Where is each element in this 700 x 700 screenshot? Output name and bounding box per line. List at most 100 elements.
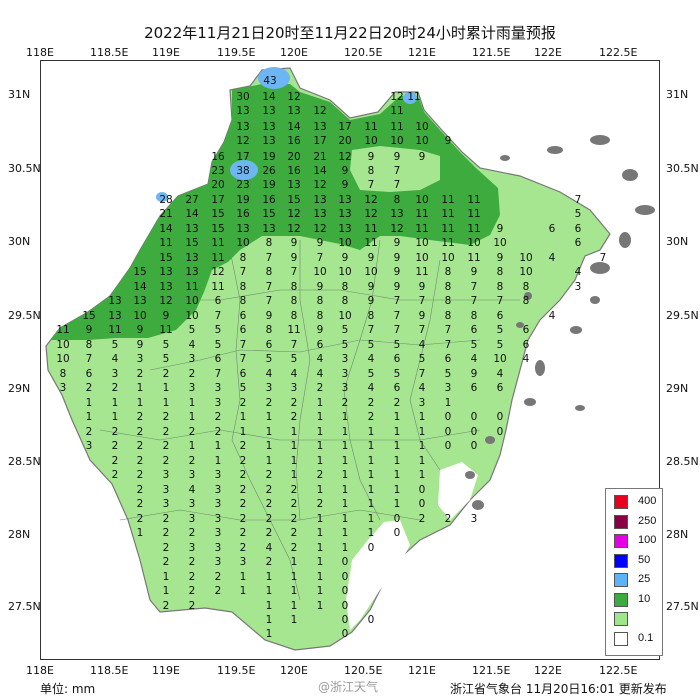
rainfall-value: 6 bbox=[394, 382, 401, 394]
rainfall-value: 13 bbox=[262, 105, 275, 117]
latitude-tick-label: 29N bbox=[666, 382, 689, 395]
rainfall-value: 8 bbox=[317, 295, 324, 307]
rainfall-value: 8 bbox=[291, 310, 298, 322]
rainfall-value: 6 bbox=[575, 223, 582, 235]
rainfall-value: 0 bbox=[445, 411, 452, 423]
rainfall-value: 5 bbox=[291, 353, 298, 365]
rainfall-value: 12 bbox=[287, 208, 300, 220]
rainfall-value: 12 bbox=[236, 135, 249, 147]
rainfall-value: 6 bbox=[215, 353, 222, 365]
rainfall-value: 13 bbox=[108, 310, 121, 322]
rainfall-value: 15 bbox=[262, 208, 275, 220]
legend-item: 100 bbox=[612, 534, 662, 550]
rainfall-value: 1 bbox=[317, 571, 324, 583]
rainfall-value: 1 bbox=[266, 585, 273, 597]
rainfall-value: 7 bbox=[266, 295, 273, 307]
rainfall-value: 2 bbox=[163, 556, 170, 568]
rainfall-value: 9 bbox=[368, 151, 375, 163]
rainfall-value: 5 bbox=[394, 339, 401, 351]
legend-label: 100 bbox=[638, 534, 657, 546]
rainfall-value: 0 bbox=[445, 426, 452, 438]
rainfall-value: 5 bbox=[575, 208, 582, 220]
rainfall-value: 2 bbox=[291, 397, 298, 409]
rainfall-value: 1 bbox=[394, 498, 401, 510]
rainfall-value: 2 bbox=[189, 368, 196, 380]
rainfall-value: 1 bbox=[291, 440, 298, 452]
rainfall-value: 10 bbox=[185, 310, 198, 322]
legend-swatch bbox=[614, 534, 628, 548]
rainfall-value: 1 bbox=[342, 411, 349, 423]
rainfall-value: 3 bbox=[215, 382, 222, 394]
rainfall-value: 2 bbox=[240, 484, 247, 496]
latitude-tick-label: 28.5N bbox=[8, 455, 41, 468]
rainfall-value: 15 bbox=[133, 266, 146, 278]
legend: 400 250 100 50 25 10 0.1 bbox=[605, 488, 663, 656]
rainfall-value: 11 bbox=[467, 252, 480, 264]
rainfall-value: 19 bbox=[236, 194, 249, 206]
rainfall-value: 7 bbox=[445, 339, 452, 351]
rainfall-value: 1 bbox=[291, 614, 298, 626]
rainfall-value: 6 bbox=[266, 339, 273, 351]
rainfall-value: 0 bbox=[497, 426, 504, 438]
rainfall-value: 2 bbox=[215, 411, 222, 423]
rainfall-value: 0 bbox=[471, 411, 478, 423]
rainfall-value: 1 bbox=[342, 542, 349, 554]
rainfall-value: 3 bbox=[215, 513, 222, 525]
rainfall-value: 10 bbox=[338, 310, 351, 322]
rainfall-value: 10 bbox=[493, 237, 506, 249]
legend-item bbox=[612, 612, 662, 628]
rainfall-value: 1 bbox=[266, 411, 273, 423]
rainfall-value: 2 bbox=[189, 571, 196, 583]
rainfall-value: 8 bbox=[445, 310, 452, 322]
legend-swatch bbox=[614, 631, 628, 646]
rainfall-value: 8 bbox=[291, 295, 298, 307]
rainfall-value: 6 bbox=[240, 368, 247, 380]
watermark: @浙江天气 bbox=[318, 680, 379, 694]
legend-label: 10 bbox=[638, 592, 651, 605]
rainfall-value: 19 bbox=[262, 151, 275, 163]
rainfall-value: 2 bbox=[317, 469, 324, 481]
legend-label: 400 bbox=[638, 495, 657, 507]
rainfall-value: 1 bbox=[189, 411, 196, 423]
rainfall-value: 9 bbox=[317, 324, 324, 336]
rainfall-value: 10 bbox=[415, 121, 428, 133]
rainfall-value: 1 bbox=[368, 498, 375, 510]
rainfall-value: 3 bbox=[240, 556, 247, 568]
rainfall-value: 1 bbox=[317, 600, 324, 612]
rainfall-value: 14 bbox=[287, 121, 301, 133]
rainfall-value: 11 bbox=[441, 223, 454, 235]
rainfall-value: 2 bbox=[163, 426, 170, 438]
rainfall-value: 2 bbox=[163, 368, 170, 380]
rainfall-value: 2 bbox=[240, 455, 247, 467]
rainfall-value: 9 bbox=[419, 151, 426, 163]
rainfall-value: 13 bbox=[262, 135, 275, 147]
rainfall-value: 1 bbox=[368, 440, 375, 452]
rainfall-value: 9 bbox=[317, 237, 324, 249]
rainfall-value: 13 bbox=[185, 266, 198, 278]
rainfall-value: 4 bbox=[291, 368, 298, 380]
rainfall-value: 8 bbox=[445, 295, 452, 307]
rainfall-value: 11 bbox=[407, 91, 420, 103]
rainfall-value: 7 bbox=[575, 194, 582, 206]
rainfall-value: 2 bbox=[189, 527, 196, 539]
rainfall-value: 11 bbox=[211, 252, 224, 264]
rainfall-value: 3 bbox=[419, 397, 426, 409]
rainfall-value: 9 bbox=[368, 295, 375, 307]
rainfall-value: 12 bbox=[364, 194, 377, 206]
longitude-tick-label: 118.5E bbox=[90, 664, 129, 677]
rainfall-value: 3 bbox=[445, 382, 452, 394]
rainfall-value: 14 bbox=[133, 281, 147, 293]
latitude-tick-label: 30N bbox=[666, 235, 689, 248]
rainfall-value: 0 bbox=[394, 527, 401, 539]
rainfall-value: 3 bbox=[215, 527, 222, 539]
rainfall-value: 3 bbox=[291, 382, 298, 394]
latitude-tick-label: 27.5N bbox=[666, 600, 699, 613]
rainfall-value: 1 bbox=[419, 469, 426, 481]
rainfall-value: 1 bbox=[291, 556, 298, 568]
rainfall-value: 1 bbox=[163, 382, 170, 394]
rainfall-value: 2 bbox=[291, 411, 298, 423]
rainfall-value: 1 bbox=[368, 455, 375, 467]
rainfall-value: 1 bbox=[291, 426, 298, 438]
rainfall-value: 1 bbox=[394, 469, 401, 481]
longitude-tick-label: 120E bbox=[280, 46, 308, 59]
